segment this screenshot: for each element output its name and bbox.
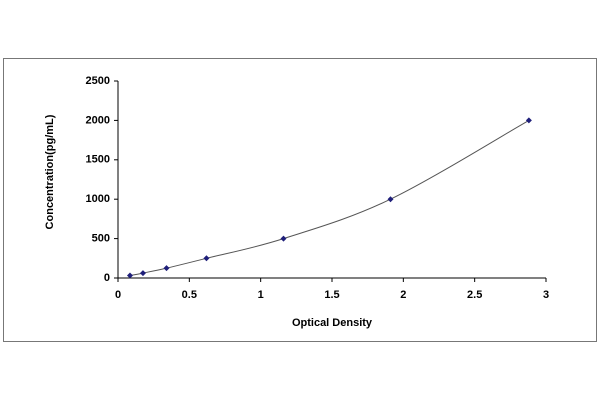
y-axis-label: Concentration(pg/mL) bbox=[44, 114, 56, 229]
data-point bbox=[163, 265, 170, 272]
y-tick-label: 1000 bbox=[86, 193, 110, 205]
x-tick-label: 0 bbox=[115, 289, 121, 301]
y-tick-label: 500 bbox=[92, 233, 110, 245]
data-point bbox=[139, 270, 146, 277]
y-tick-label: 1500 bbox=[86, 154, 110, 166]
data-point bbox=[525, 117, 532, 124]
x-tick-label: 1 bbox=[258, 289, 264, 301]
data-point bbox=[387, 196, 394, 203]
y-tick-label: 2000 bbox=[86, 114, 110, 126]
x-tick-label: 3 bbox=[543, 289, 549, 301]
data-point bbox=[126, 272, 133, 279]
chart-frame bbox=[3, 58, 597, 342]
x-axis-label: Optical Density bbox=[292, 317, 373, 329]
x-tick-label: 0.5 bbox=[182, 289, 197, 301]
data-point bbox=[203, 255, 210, 262]
y-tick-label: 0 bbox=[104, 272, 110, 284]
x-tick-label: 2 bbox=[400, 289, 406, 301]
x-tick-label: 1.5 bbox=[324, 289, 339, 301]
x-tick-label: 2.5 bbox=[467, 289, 482, 301]
data-point bbox=[280, 235, 287, 242]
y-tick-label: 2500 bbox=[86, 75, 110, 87]
